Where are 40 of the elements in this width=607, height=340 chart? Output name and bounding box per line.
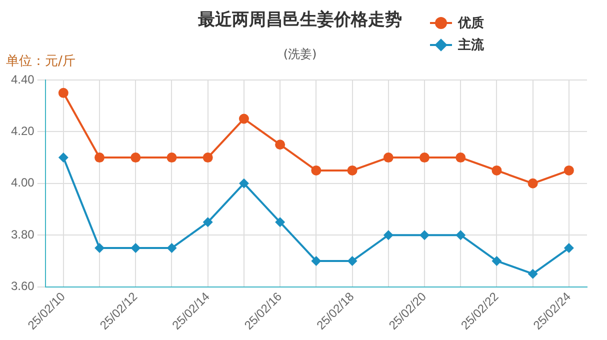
point	[564, 165, 574, 176]
point	[383, 230, 394, 240]
point	[311, 165, 322, 176]
point	[564, 243, 574, 254]
point	[492, 256, 502, 266]
point	[94, 152, 105, 163]
point	[275, 217, 286, 228]
legend-label: 主流	[458, 36, 484, 54]
point	[202, 152, 213, 163]
point	[492, 165, 502, 176]
point	[130, 152, 141, 163]
point	[311, 256, 322, 266]
point	[58, 88, 68, 98]
point	[420, 152, 430, 163]
point	[94, 243, 105, 254]
point	[166, 243, 177, 254]
point	[275, 140, 286, 150]
y-tick-label: 3.80	[10, 227, 35, 242]
point	[528, 178, 538, 188]
point	[347, 165, 358, 176]
point	[202, 217, 213, 228]
legend-label: 优质	[458, 15, 484, 32]
point	[383, 152, 394, 163]
chart-subtitle: (洗姜)	[283, 47, 317, 61]
point	[130, 243, 141, 254]
chart-title: 最近两周昌邑生姜价格走势	[198, 10, 402, 30]
point	[456, 230, 466, 240]
y-axis-title: 单位：元/斤	[6, 53, 76, 70]
point	[528, 268, 538, 279]
point	[347, 256, 358, 266]
point	[166, 152, 177, 163]
y-tick-label: 4.00	[10, 176, 35, 190]
point	[58, 152, 68, 163]
y-tick-label: 4.20	[10, 124, 35, 138]
y-tick-label: 4.40	[10, 72, 35, 86]
point	[238, 114, 249, 124]
point	[456, 152, 466, 163]
point	[420, 230, 430, 240]
point	[238, 178, 249, 188]
y-tick-label: 3.60	[10, 279, 35, 294]
